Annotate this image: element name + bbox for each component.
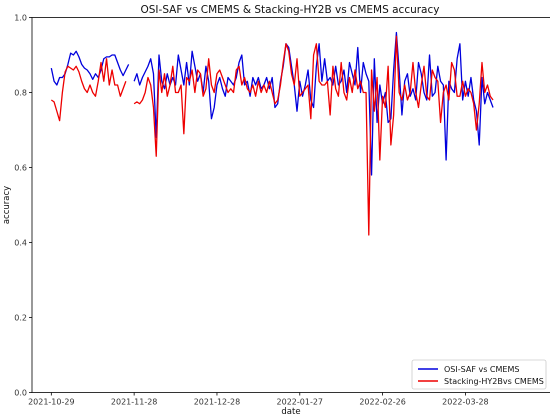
legend-label-stacking-hy2b: Stacking-HY2Bvs CMEMS [444,377,544,386]
chart-title: OSI-SAF vs CMEMS & Stacking-HY2B vs CMEM… [141,4,440,16]
series-line-stacking-hy2b [50,35,494,236]
y-tick-label: 0.2 [14,314,27,323]
y-tick-label: 0.4 [14,239,27,248]
x-axis: 2021-10-29 2021-11-28 2021-12-28 2022-01-27… [28,392,489,407]
y-tick-label: 0.8 [14,89,27,98]
y-axis-label: accuracy [2,186,12,224]
y-tick-label: 0.0 [14,389,27,398]
x-tick-label: 2021-12-28 [194,398,241,407]
x-tick-label: 2022-01-27 [277,398,324,407]
series-layer [50,31,494,236]
x-tick-label: 2021-10-29 [28,398,75,407]
y-axis: 0.0 0.2 0.4 0.6 0.8 1.0 [14,14,32,398]
x-axis-label: date [281,407,300,417]
x-tick-label: 2021-11-28 [111,398,158,407]
plot-frame [31,17,550,393]
y-tick-label: 0.6 [14,164,27,173]
x-tick-label: 2022-03-28 [442,398,489,407]
y-tick-label: 1.0 [14,14,27,23]
legend-label-osi-saf: OSI-SAF vs CMEMS [444,365,519,374]
legend-box [411,359,547,390]
x-tick-label: 2022-02-26 [359,398,406,407]
legend: OSI-SAF vs CMEMS Stacking-HY2Bvs CMEMS [411,359,547,390]
